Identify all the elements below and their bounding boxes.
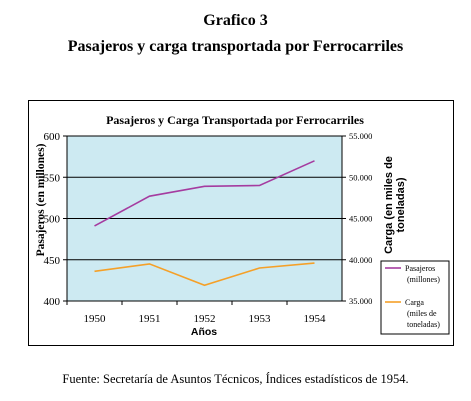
figure-number: Grafico 3 (203, 12, 268, 29)
gridlines (67, 176, 342, 261)
legend-label: (miles de (407, 309, 437, 318)
x-tick-label: 1954 (304, 313, 327, 325)
x-tick-label: 1950 (84, 313, 107, 325)
legend-label: toneladas) (407, 320, 440, 329)
y-tick-label: 550 (44, 172, 61, 184)
y2-tick-label: 45.000 (349, 214, 372, 224)
x-tick-label: 1951 (139, 313, 161, 325)
y2-tick-label: 50.000 (349, 172, 372, 182)
source-note: Fuente: Secretaría de Asuntos Técnicos, … (62, 372, 409, 386)
y2-axis-label-line1: Carga (en miles de (383, 156, 395, 254)
figure-title: Pasajeros y carga transportada por Ferro… (67, 38, 404, 55)
legend-label: Pasajeros (405, 264, 435, 273)
series-lines (94, 160, 315, 287)
series-line (94, 262, 315, 287)
x-tick-label: 1953 (249, 313, 272, 325)
series-line (94, 160, 315, 227)
y2-tick-label: 40.000 (349, 255, 372, 265)
y-tick-label: 400 (44, 296, 61, 308)
y2-tick-label: 35.000 (349, 296, 372, 306)
legend-label: (millones) (407, 275, 440, 284)
y-tick-label: 600 (44, 131, 61, 143)
legend: Pasajeros (millones) Carga (miles de tonelad… (380, 260, 450, 335)
y-tick-label: 450 (44, 255, 61, 267)
y2-tick-label: 55.000 (349, 131, 372, 141)
chart-title: Pasajeros y Carga Transportada por Ferro… (106, 113, 364, 127)
y-tick-label: 500 (44, 214, 61, 226)
x-tick-label: 1952 (194, 313, 216, 325)
x-axis-label: Años (191, 326, 217, 338)
y-axis-label: Pasajeros (en millones) (35, 143, 47, 256)
legend-box (380, 260, 450, 335)
axis-ticks: 400 450 500 550 600 35.000 40.000 45.000 50.000 5… (44, 131, 373, 325)
y2-axis-label-line2: toneladas) (395, 177, 407, 232)
legend-label: Carga (405, 298, 424, 307)
